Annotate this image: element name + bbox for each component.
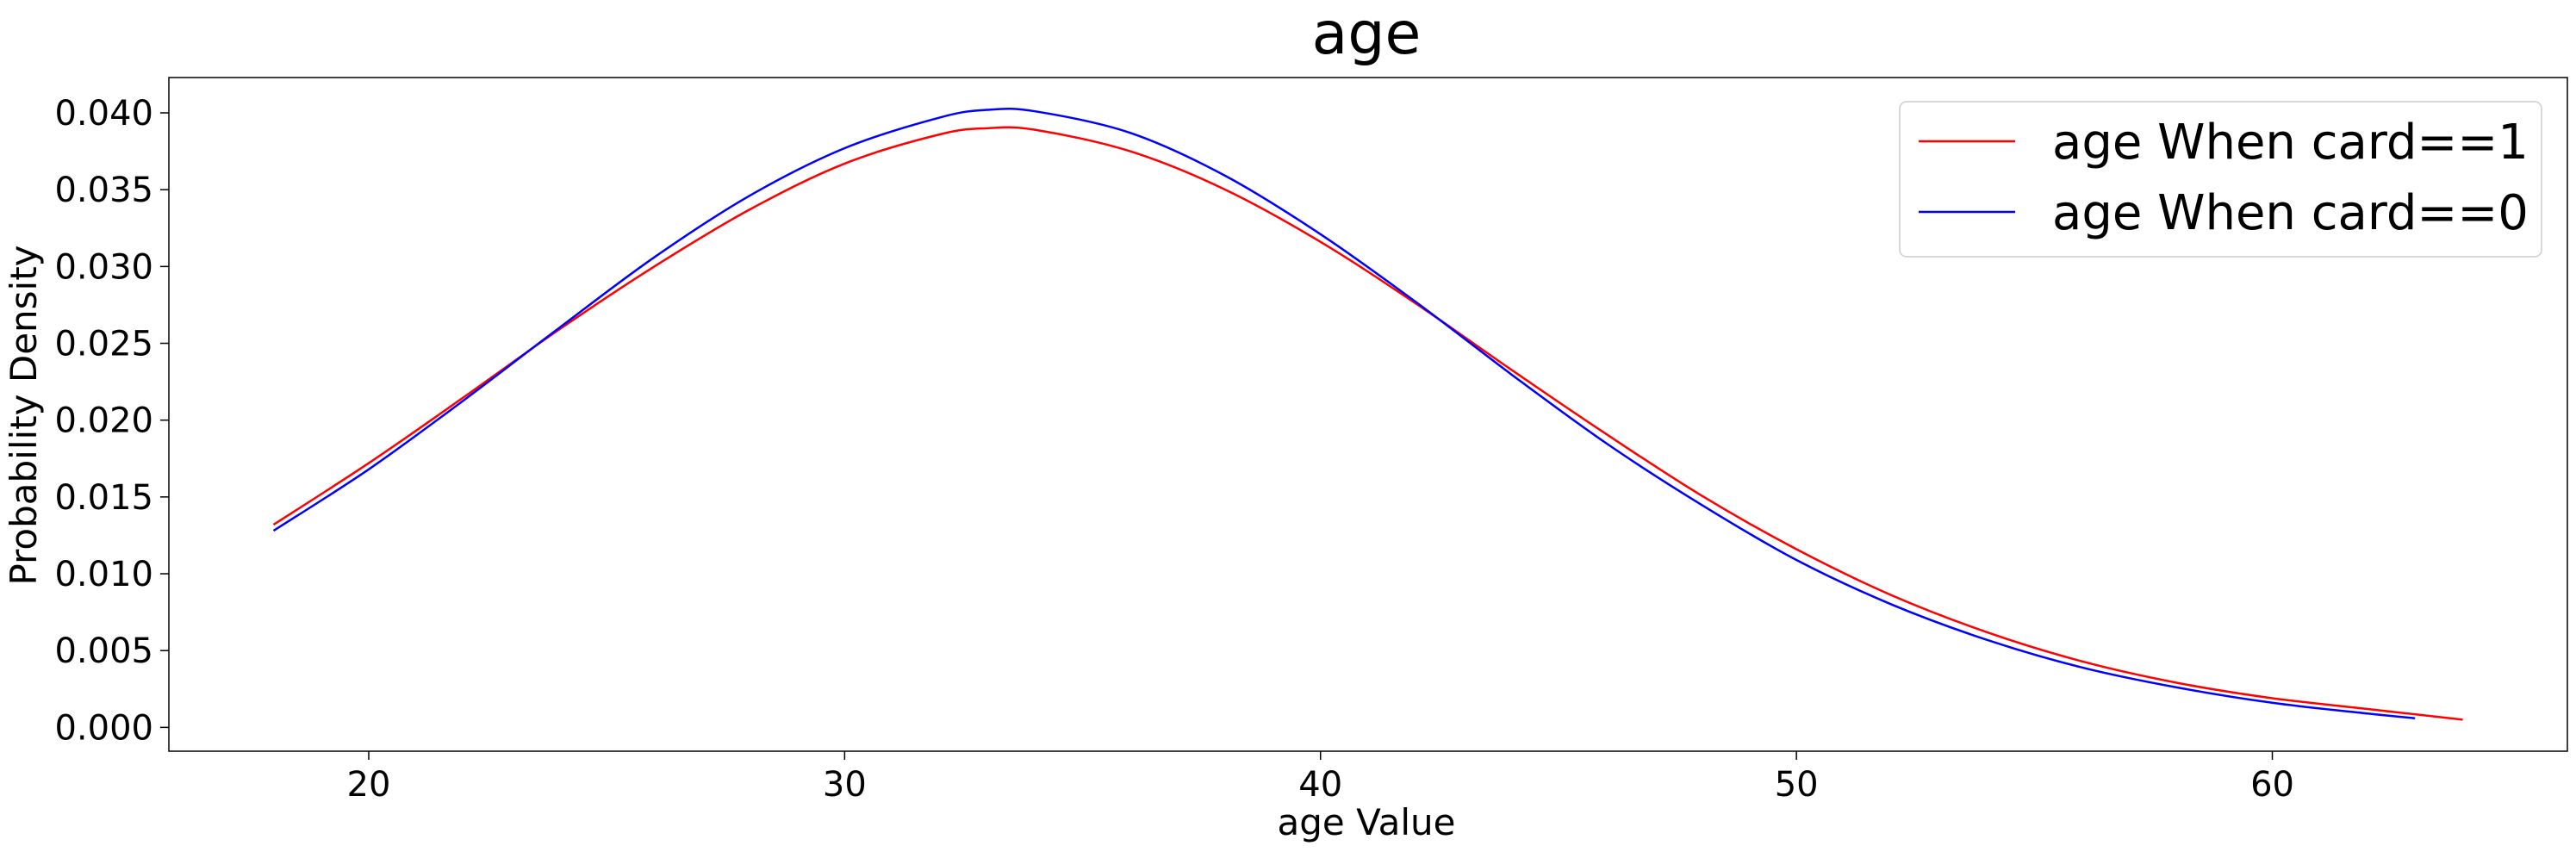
series-layer — [272, 108, 2463, 721]
y-tick-label: 0.000 — [54, 708, 153, 748]
x-tick-label: 40 — [1298, 765, 1342, 805]
plot-frame — [168, 77, 2568, 752]
y-tick-label: 0.020 — [54, 401, 153, 441]
y-tick-label: 0.040 — [54, 94, 153, 134]
y-tick-label: 0.025 — [54, 325, 153, 364]
series-line-0 — [272, 126, 2463, 721]
x-tick-label: 60 — [2250, 765, 2294, 805]
x-axis-ticks: 20 30 40 50 60 — [347, 751, 2294, 805]
y-tick-label: 0.015 — [54, 478, 153, 518]
y-tick-label: 0.030 — [54, 247, 153, 287]
x-tick-label: 50 — [1775, 765, 1819, 805]
x-tick-label: 20 — [347, 765, 391, 805]
y-axis-title: Probability Density — [3, 245, 45, 585]
y-axis-ticks: 0.000 0.005 0.010 0.015 0.020 0.025 0.030 0.035… — [54, 94, 169, 748]
y-tick-label: 0.005 — [54, 631, 153, 671]
y-tick-label: 0.010 — [54, 555, 153, 594]
series-line-1 — [272, 108, 2416, 719]
plot-area — [168, 77, 2568, 752]
chart-title: age — [1312, 0, 1422, 68]
legend-box — [1899, 101, 2542, 258]
x-tick-label: 30 — [823, 765, 867, 805]
x-axis-title: age Value — [1278, 801, 1456, 843]
legend: age When card==1 age When card==0 — [1899, 101, 2542, 258]
legend-label-0: age When card==1 — [2052, 115, 2529, 171]
legend-label-1: age When card==0 — [2052, 185, 2529, 241]
y-tick-label: 0.035 — [54, 171, 153, 210]
